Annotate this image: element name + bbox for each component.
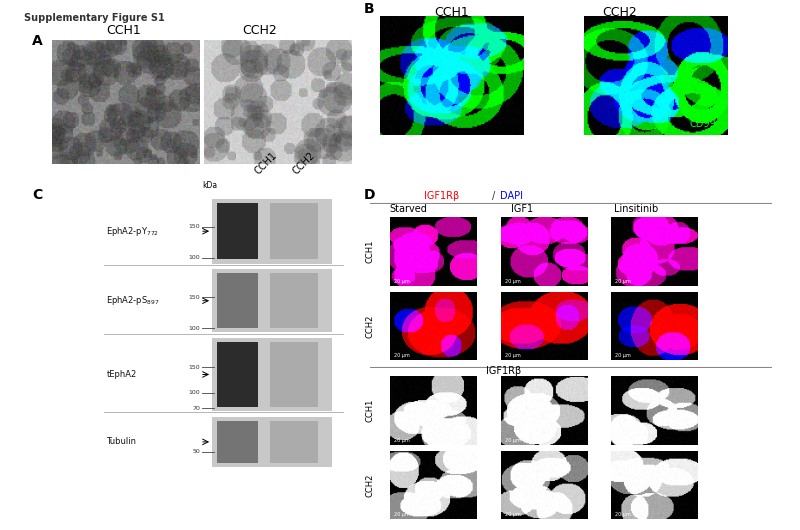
Text: CCH1: CCH1 [253,151,279,176]
Text: CD99: CD99 [689,119,716,129]
Text: 20 μm: 20 μm [394,438,410,443]
Text: 20 μm: 20 μm [505,353,521,358]
Text: 20 μm: 20 μm [615,438,631,443]
Text: CCH1: CCH1 [106,24,142,38]
Text: 20 μm: 20 μm [394,279,410,284]
Text: /: / [492,191,495,201]
Text: 150: 150 [188,295,200,300]
Text: A: A [32,34,42,48]
Text: 100: 100 [188,325,200,331]
Text: CCH1: CCH1 [434,6,470,19]
Text: 70: 70 [192,405,200,411]
Text: 100: 100 [188,255,200,260]
Bar [217,273,258,328]
Text: 150: 150 [188,225,200,229]
Text: B: B [364,2,374,16]
Text: D: D [364,188,375,202]
Text: CCH2: CCH2 [602,6,638,19]
Bar [212,417,332,467]
Text: Linsitinib: Linsitinib [614,204,658,214]
Text: 20 μm: 20 μm [505,512,521,517]
Text: CCH1: CCH1 [365,240,374,263]
Bar [270,342,318,407]
Text: 150: 150 [188,365,200,370]
Text: 20 μm: 20 μm [615,353,631,358]
Text: 20 μm: 20 μm [615,279,631,284]
Text: 20 μm: 20 μm [505,279,521,284]
Bar [212,338,332,411]
Text: tEphA2: tEphA2 [106,370,137,379]
Text: 20 μm: 20 μm [394,353,410,358]
Text: EphA2-pY$_{772}$: EphA2-pY$_{772}$ [106,225,159,238]
Text: CCH1: CCH1 [365,399,374,422]
Text: IGF1: IGF1 [510,204,533,214]
Text: C: C [32,188,42,202]
Text: 20 μm: 20 μm [394,512,410,517]
Text: CCH2: CCH2 [291,150,318,176]
Text: IGF1Rβ: IGF1Rβ [424,191,459,201]
Text: 20 μm: 20 μm [615,512,631,517]
Text: 20 μm: 20 μm [505,438,521,443]
Text: 100: 100 [188,390,200,395]
Bar [270,273,318,328]
Text: IGF1Rβ: IGF1Rβ [486,366,522,376]
Bar [217,203,258,259]
Bar [217,342,258,407]
Text: Supplementary Figure S1: Supplementary Figure S1 [24,13,165,23]
Bar [270,421,318,463]
Text: CCH2: CCH2 [365,473,374,497]
Text: DAPI: DAPI [500,191,523,201]
Text: 50: 50 [192,449,200,454]
Bar [212,269,332,332]
Text: Tubulin: Tubulin [106,437,136,446]
Text: CCH2: CCH2 [242,24,278,38]
Text: kDa: kDa [202,181,217,190]
Text: EphA2-pS$_{897}$: EphA2-pS$_{897}$ [106,294,160,307]
Text: CCH2: CCH2 [365,314,374,338]
Bar [212,199,332,263]
Bar [270,203,318,259]
Bar [217,421,258,463]
Text: Starved: Starved [389,204,427,214]
